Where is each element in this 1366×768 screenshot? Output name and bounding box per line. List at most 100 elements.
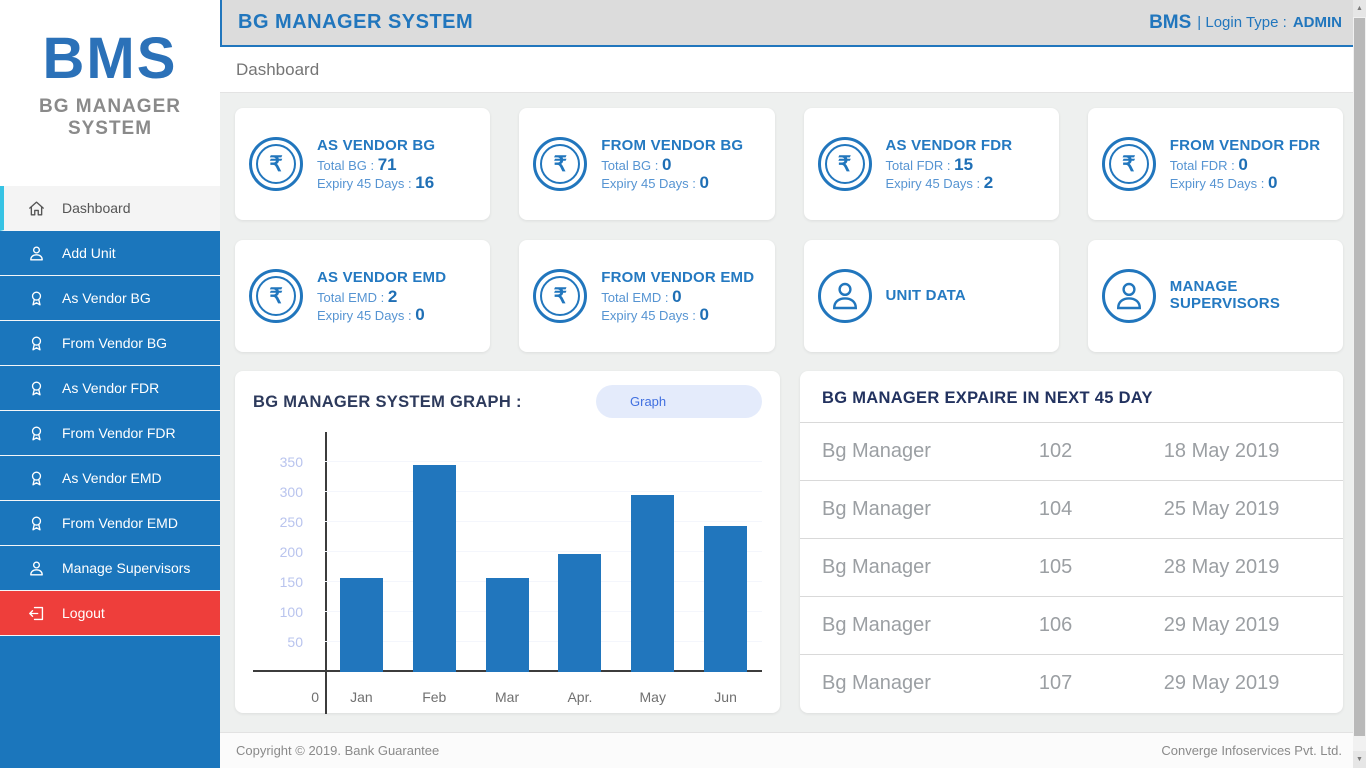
stat-label: Expiry 45 Days : xyxy=(317,175,412,191)
expiry-table-row: Bg Manager 102 18 May 2019 xyxy=(800,422,1343,480)
card-unit-data[interactable]: UNIT DATA xyxy=(803,240,1059,352)
person-icon xyxy=(29,560,43,576)
card-as-vendor-bg[interactable]: ₹ AS VENDOR BG Total BG : 71 Expiry 45 Days… xyxy=(235,108,491,220)
expiry-number: 102 xyxy=(1038,440,1073,462)
sidebar-item-dashboard[interactable]: Dashboard xyxy=(0,186,220,231)
award-ribbon-icon xyxy=(31,470,41,486)
page-title: BG MANAGER SYSTEM xyxy=(238,11,474,33)
chart-origin-label: 0 xyxy=(311,689,319,705)
sidebar-item-from-vendor-fdr[interactable]: From Vendor FDR xyxy=(0,411,220,456)
stat-value: 0 xyxy=(699,304,709,324)
award-ribbon-icon xyxy=(31,380,41,396)
chart-ytick-label: 50 xyxy=(287,634,303,650)
logo-text: BMS xyxy=(42,26,178,91)
sidebar-item-as-vendor-emd[interactable]: As Vendor EMD xyxy=(0,456,220,501)
chart-xtick-label: Mar xyxy=(495,689,520,705)
scrollbar-down-arrow[interactable]: ▼ xyxy=(1353,751,1366,768)
stat-value: 0 xyxy=(661,154,672,174)
expiry-name: Bg Manager xyxy=(822,614,931,636)
chart-xlabels: Jan Feb Mar Apr. May Jun xyxy=(325,674,762,717)
chart-gridline xyxy=(325,521,762,522)
award-ribbon-icon xyxy=(31,290,41,306)
card-stat-line: Total BG : 71 xyxy=(317,156,435,174)
award-icon xyxy=(26,423,46,443)
graph-button[interactable]: Graph xyxy=(596,385,762,418)
chart-gridline xyxy=(325,551,762,552)
chart-ytick-label: 150 xyxy=(279,574,303,590)
stat-value: 2 xyxy=(983,172,994,192)
stat-value: 15 xyxy=(954,154,974,174)
card-manage-supervisors[interactable]: MANAGE SUPERVISORS xyxy=(1087,240,1343,352)
award-icon xyxy=(26,513,46,533)
stat-value: 0 xyxy=(1268,172,1278,192)
card-from-vendor-bg[interactable]: ₹ FROM VENDOR BG Total BG : 0 Expiry 45 Day… xyxy=(519,108,775,220)
card-stat-line: Expiry 45 Days : 2 xyxy=(886,174,1013,192)
person-icon xyxy=(26,243,46,263)
card-stat-line: Total FDR : 15 xyxy=(886,156,1013,174)
sidebar-item-logout[interactable]: Logout xyxy=(0,591,220,636)
card-title: FROM VENDOR EMD xyxy=(601,268,755,286)
footer-copyright: Copyright © 2019. Bank Guarantee xyxy=(236,743,440,758)
chart-bar-apr- xyxy=(558,553,602,672)
chart-ytick-label: 100 xyxy=(279,604,303,620)
card-title: MANAGE SUPERVISORS xyxy=(1169,278,1281,312)
award-icon xyxy=(26,468,46,488)
expiry-name: Bg Manager xyxy=(822,672,931,694)
card-stat-line: Expiry 45 Days : 0 xyxy=(601,306,754,324)
chart-bar-jan xyxy=(339,577,383,672)
award-ribbon-icon xyxy=(31,425,41,441)
stat-value: 0 xyxy=(699,172,709,192)
expiry-number: 106 xyxy=(1038,614,1073,636)
rupee-coin-icon: ₹ xyxy=(1101,137,1156,191)
card-as-vendor-fdr[interactable]: ₹ AS VENDOR FDR Total FDR : 15 Expiry 45 Da… xyxy=(803,108,1059,220)
sidebar-item-add-unit[interactable]: Add Unit xyxy=(0,231,220,276)
expiry-name: Bg Manager xyxy=(822,498,931,520)
sidebar-item-manage-supervisors[interactable]: Manage Supervisors xyxy=(0,546,220,591)
expiry-table-panel: BG MANAGER EXPAIRE IN NEXT 45 DAY Bg Man… xyxy=(800,371,1343,713)
sidebar-item-from-vendor-emd[interactable]: From Vendor EMD xyxy=(0,501,220,546)
person-circle-icon xyxy=(817,269,872,323)
sidebar-item-label: Manage Supervisors xyxy=(62,560,191,576)
person-icon xyxy=(26,558,46,578)
login-info: BMS | Login Type : ADMIN xyxy=(1149,12,1342,34)
stat-label: Total EMD : xyxy=(317,289,385,305)
card-from-vendor-emd[interactable]: ₹ FROM VENDOR EMD Total EMD : 0 Expiry 45 D… xyxy=(519,240,775,352)
card-from-vendor-fdr[interactable]: ₹ FROM VENDOR FDR Total FDR : 0 Expiry 45 D… xyxy=(1087,108,1343,220)
card-stat-line: Total BG : 0 xyxy=(601,156,743,174)
card-stat-line: Total FDR : 0 xyxy=(1170,156,1321,174)
sidebar-item-as-vendor-fdr[interactable]: As Vendor FDR xyxy=(0,366,220,411)
card-title: AS VENDOR EMD xyxy=(317,268,447,286)
person-icon xyxy=(1116,282,1141,310)
rupee-coin-icon: ₹ xyxy=(249,137,303,191)
chart-bar-jun xyxy=(704,526,748,672)
expiry-number: 105 xyxy=(1038,556,1073,578)
app-logo: BMS BG MANAGER SYSTEM xyxy=(0,0,220,186)
main-area: BG MANAGER SYSTEM BMS | Login Type : ADM… xyxy=(220,0,1358,768)
person-circle-icon xyxy=(1101,269,1156,323)
chart-xtick-label: Apr. xyxy=(567,689,593,705)
login-type-value: ADMIN xyxy=(1292,14,1342,31)
stat-value: 71 xyxy=(377,154,397,174)
chart-xtick-label: May xyxy=(639,689,666,705)
sidebar-item-from-vendor-bg[interactable]: From Vendor BG xyxy=(0,321,220,366)
expiry-date: 28 May 2019 xyxy=(1163,556,1280,578)
chart-bar-may xyxy=(631,495,675,672)
footer-company: Converge Infoservices Pvt. Ltd. xyxy=(1161,743,1342,758)
chart-gridline xyxy=(325,461,762,462)
card-stat-line: Expiry 45 Days : 0 xyxy=(317,306,446,324)
sidebar-nav: Dashboard Add Unit As Vendor BG From Vendor… xyxy=(0,186,220,636)
page-scrollbar[interactable]: ▲ ▼ xyxy=(1353,0,1366,768)
sidebar-item-as-vendor-bg[interactable]: As Vendor BG xyxy=(0,276,220,321)
sidebar-item-label: From Vendor EMD xyxy=(62,515,178,531)
stat-label: Expiry 45 Days : xyxy=(601,307,696,323)
sidebar-item-label: Logout xyxy=(62,605,105,621)
rupee-coin-icon: ₹ xyxy=(249,269,303,323)
chart-ytick-label: 350 xyxy=(279,454,303,470)
login-type-label: | Login Type : xyxy=(1197,14,1287,31)
sidebar: BMS BG MANAGER SYSTEM Dashboard Add Unit A… xyxy=(0,0,220,768)
card-title: UNIT DATA xyxy=(885,286,966,304)
scrollbar-up-arrow[interactable]: ▲ xyxy=(1353,0,1366,17)
card-as-vendor-emd[interactable]: ₹ AS VENDOR EMD Total EMD : 2 Expiry 45 Day… xyxy=(235,240,491,352)
expiry-table-row: Bg Manager 106 29 May 2019 xyxy=(800,596,1343,654)
scrollbar-thumb[interactable] xyxy=(1354,18,1365,736)
